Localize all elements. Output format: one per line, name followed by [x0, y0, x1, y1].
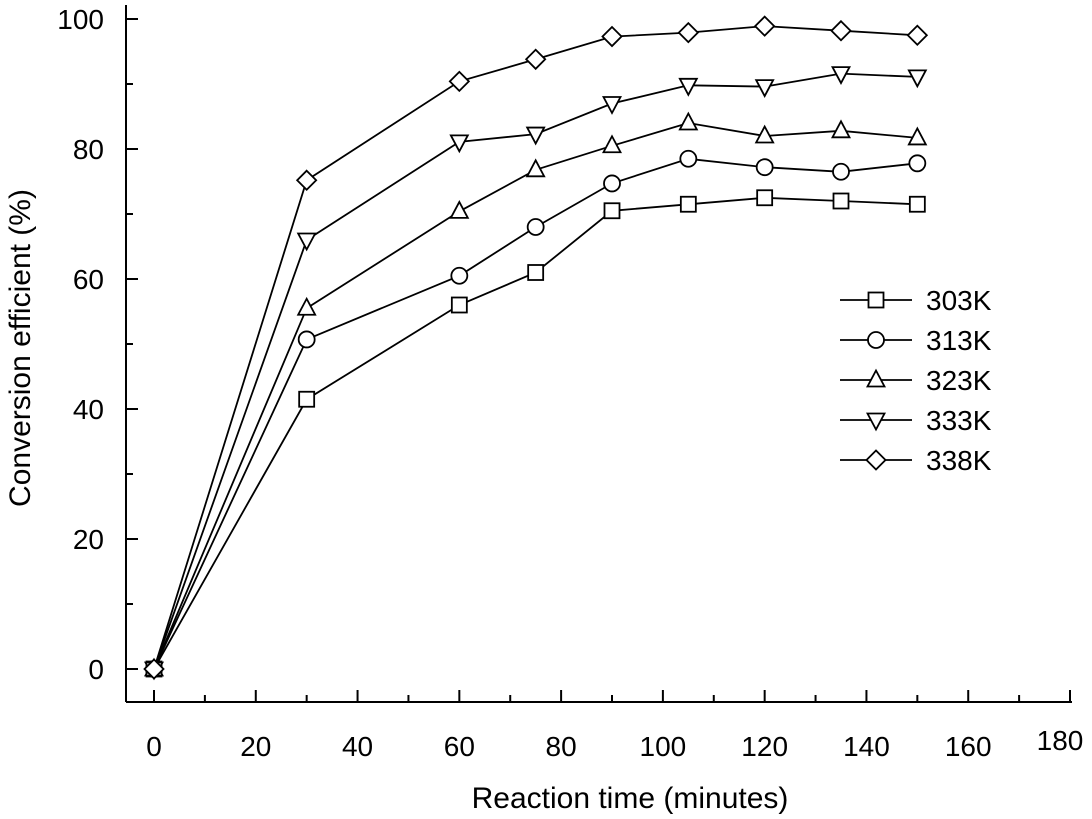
data-point-338k	[448, 70, 471, 93]
data-point-303k	[298, 390, 316, 408]
x-tick-label: 40	[342, 731, 373, 762]
y-tick-label: 40	[73, 394, 104, 425]
data-point-333k	[678, 77, 699, 97]
y-tick-label: 80	[73, 134, 104, 165]
data-point-333k	[525, 126, 546, 146]
data-point-323k	[449, 199, 470, 219]
data-point-333k	[907, 69, 928, 89]
data-point-323k	[296, 296, 317, 316]
legend: 303K 313K 323K 333K 338K	[840, 285, 992, 476]
x-tick-label: 140	[843, 731, 890, 762]
x-tick-label: 160	[945, 731, 992, 762]
legend-label: 338K	[926, 445, 992, 476]
legend-label: 303K	[926, 285, 992, 316]
legend-item-303k: 303K	[840, 285, 992, 316]
data-point-333k	[754, 79, 775, 99]
legend-marker	[866, 368, 886, 388]
data-point-323k	[602, 134, 622, 154]
data-point-338k	[295, 169, 318, 191]
series-333k	[144, 66, 928, 681]
y-tick-label: 100	[57, 4, 104, 35]
data-point-333k	[831, 66, 851, 86]
x-tick-label: 80	[546, 731, 577, 762]
legend-marker	[866, 412, 886, 432]
data-point-323k	[754, 124, 775, 144]
data-point-313k	[603, 174, 621, 193]
x-tick-label: 20	[240, 731, 271, 762]
series-layer	[143, 15, 929, 681]
y-tick-label: 60	[73, 264, 104, 295]
series-338k	[143, 15, 929, 680]
data-point-303k	[908, 195, 926, 213]
legend-marker	[867, 291, 885, 309]
data-point-323k	[678, 111, 699, 131]
data-point-333k	[602, 96, 622, 115]
legend-label: 313K	[926, 325, 992, 356]
data-point-313k	[908, 154, 927, 173]
data-point-313k	[755, 158, 774, 177]
x-tick-label: 0	[146, 731, 162, 762]
y-axis-title: Conversion efficient (%)	[4, 189, 37, 507]
data-point-313k	[297, 330, 316, 349]
data-point-313k	[526, 218, 545, 236]
data-point-338k	[601, 25, 623, 48]
legend-marker	[865, 449, 887, 471]
data-point-313k	[832, 162, 850, 181]
data-point-303k	[527, 264, 545, 281]
legend-item-323k: 323K	[840, 365, 992, 396]
x-tick-label: 120	[741, 731, 788, 762]
x-tick-label: 180	[1037, 725, 1084, 756]
data-point-333k	[449, 134, 470, 154]
data-point-338k	[143, 658, 165, 680]
data-point-323k	[907, 126, 928, 146]
legend-label: 333K	[926, 405, 992, 436]
data-point-303k	[450, 296, 468, 314]
data-point-333k	[296, 232, 317, 252]
data-point-338k	[524, 48, 547, 71]
data-point-338k	[906, 24, 929, 47]
legend-item-313k: 313K	[840, 325, 992, 356]
data-point-303k	[679, 195, 697, 213]
y-tick-label: 20	[73, 524, 104, 555]
legend-label: 323K	[926, 365, 992, 396]
data-point-323k	[525, 158, 546, 178]
data-point-338k	[677, 21, 700, 44]
series-313k	[145, 149, 927, 678]
x-axis-title: Reaction time (minutes)	[472, 782, 789, 815]
axes: 0 20 40 60 80 100 0 20 40 60 80 100 120 140 160 180	[57, 4, 1083, 762]
data-point-338k	[830, 19, 852, 42]
data-point-338k	[753, 15, 776, 37]
data-point-323k	[831, 119, 851, 139]
data-point-313k	[450, 266, 469, 285]
data-point-303k	[603, 202, 621, 220]
legend-item-333k: 333K	[840, 405, 992, 436]
x-tick-label: 60	[444, 731, 475, 762]
data-point-303k	[756, 189, 774, 207]
legend-marker	[867, 331, 885, 349]
legend-item-338k: 338K	[840, 445, 992, 476]
x-tick-label: 100	[640, 731, 687, 762]
y-tick-label: 0	[88, 654, 104, 685]
data-point-313k	[679, 149, 698, 168]
data-point-303k	[832, 192, 850, 210]
